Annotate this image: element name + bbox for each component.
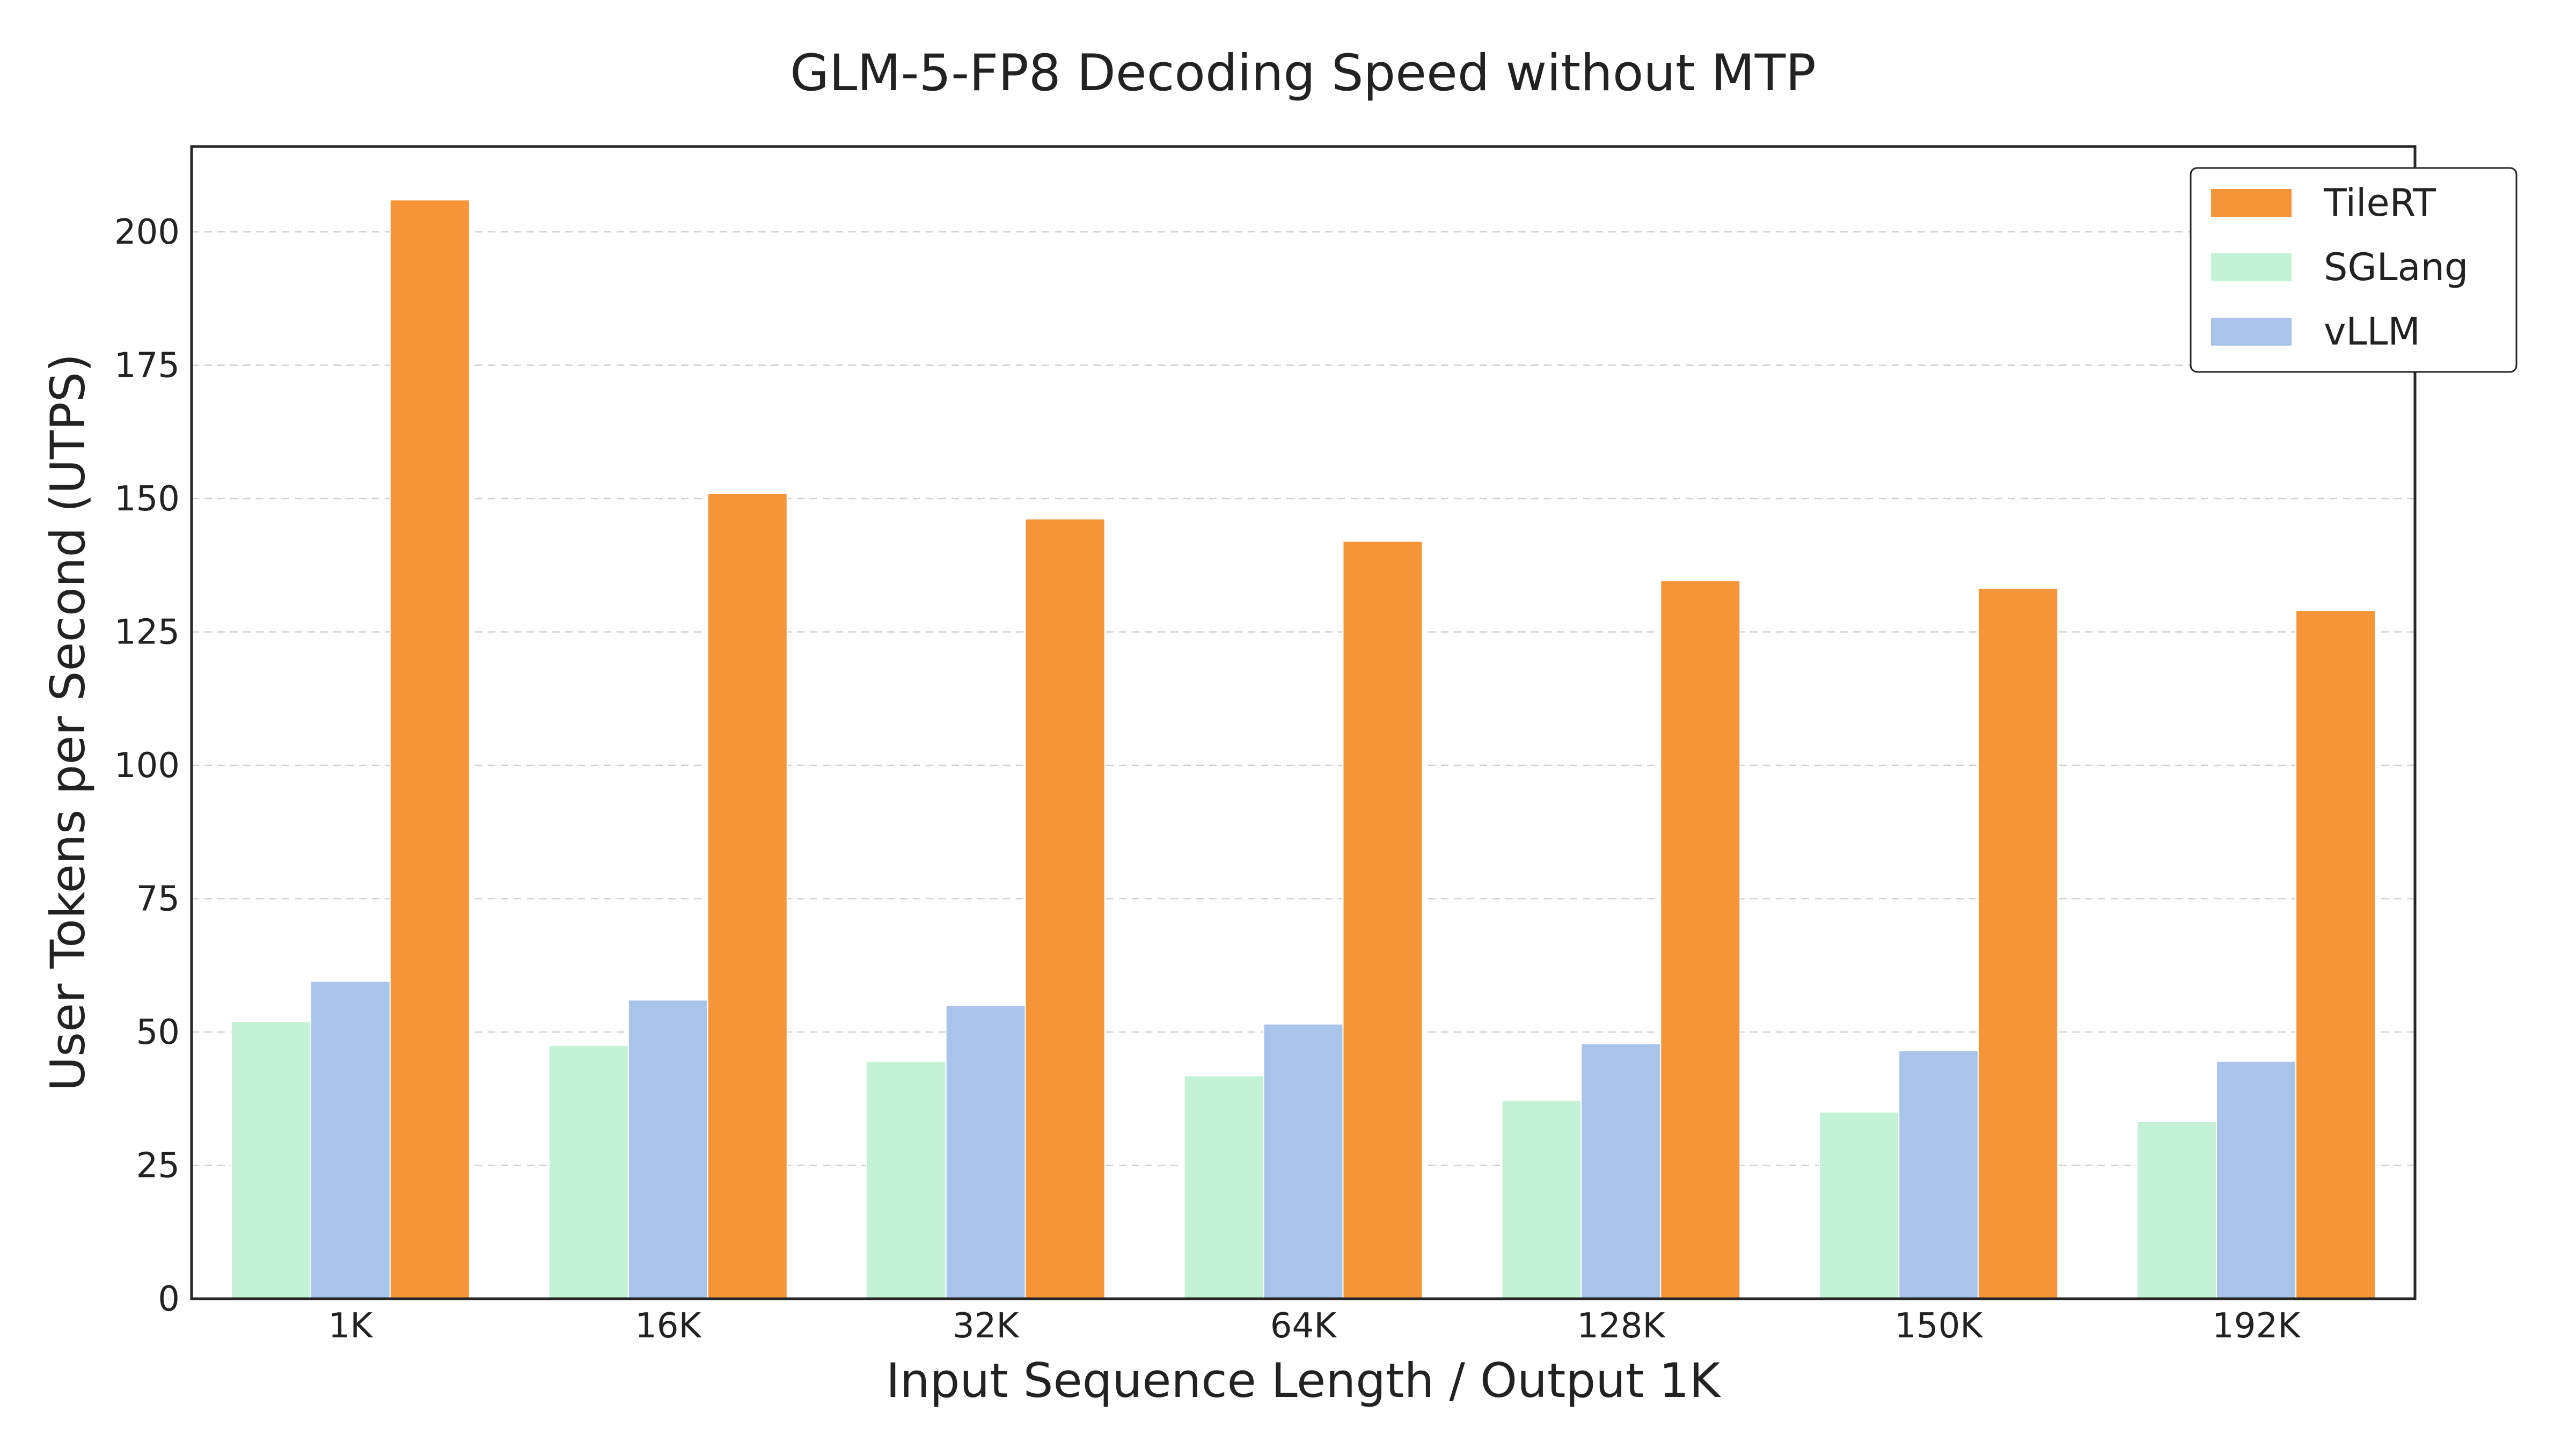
legend-swatch-vllm xyxy=(2211,318,2292,346)
bar-tilert-16k xyxy=(707,493,788,1299)
bar-sglang-150k xyxy=(1819,1111,1900,1299)
bar-vllm-128k xyxy=(1580,1043,1662,1299)
x-tick-label: 32K xyxy=(953,1306,1020,1346)
x-tick-label: 128K xyxy=(1577,1306,1666,1346)
bar-vllm-32k xyxy=(945,1005,1026,1299)
x-tick-label: 16K xyxy=(635,1306,702,1346)
x-tick-label: 64K xyxy=(1270,1306,1337,1346)
y-tick-label: 150 xyxy=(114,479,180,519)
x-tick-label: 150K xyxy=(1894,1306,1984,1346)
bar-tilert-150k xyxy=(1978,588,2059,1299)
y-tick-label: 200 xyxy=(114,213,180,252)
y-tick-label: 175 xyxy=(114,346,180,386)
y-tick-label: 0 xyxy=(158,1279,180,1319)
x-axis-label: Input Sequence Length / Output 1K xyxy=(886,1353,1722,1408)
bar-sglang-64k xyxy=(1183,1075,1264,1299)
bars xyxy=(230,199,2376,1300)
bar-sglang-192k xyxy=(2136,1121,2218,1299)
bar-sglang-128k xyxy=(1501,1100,1582,1299)
y-axis-ticks: 0 25 50 75 100 125 150 175 200 xyxy=(114,213,180,1319)
legend-label-tilert: TileRT xyxy=(2323,181,2436,225)
legend-label-sglang: SGLang xyxy=(2324,245,2468,289)
bar-vllm-1k xyxy=(310,980,391,1300)
plot-frame xyxy=(190,145,2417,1300)
bar-tilert-1k xyxy=(389,199,470,1299)
legend-label-vllm: vLLM xyxy=(2324,310,2420,354)
x-tick-label: 1K xyxy=(328,1306,374,1346)
y-axis-label: User Tokens per Second (UTPS) xyxy=(40,354,96,1091)
bar-tilert-128k xyxy=(1660,580,1741,1299)
bar-vllm-150k xyxy=(1898,1050,1979,1299)
bar-vllm-16k xyxy=(627,999,708,1299)
y-tick-label: 50 xyxy=(136,1013,180,1052)
bar-tilert-64k xyxy=(1342,540,1423,1300)
y-tick-label: 75 xyxy=(136,880,180,919)
legend-swatch-tilert xyxy=(2211,189,2292,217)
y-tick-label: 100 xyxy=(114,746,180,786)
x-tick-label: 192K xyxy=(2212,1306,2301,1346)
bar-tilert-32k xyxy=(1024,518,1106,1299)
chart-title: GLM-5-FP8 Decoding Speed without MTP xyxy=(790,44,1816,103)
legend-swatch-sglang xyxy=(2211,253,2292,281)
bar-tilert-192k xyxy=(2295,610,2376,1299)
bar-sglang-16k xyxy=(548,1044,629,1299)
y-tick-label: 125 xyxy=(114,613,180,653)
bar-vllm-64k xyxy=(1263,1023,1344,1299)
x-axis-ticks: 1K 16K 32K 64K 128K 150K 192K xyxy=(328,1306,2302,1346)
legend: TileRT SGLang vLLM xyxy=(2190,167,2518,373)
bar-sglang-32k xyxy=(866,1060,947,1299)
y-tick-label: 25 xyxy=(136,1146,180,1186)
bar-sglang-1k xyxy=(230,1021,311,1299)
bar-vllm-192k xyxy=(2216,1060,2297,1299)
